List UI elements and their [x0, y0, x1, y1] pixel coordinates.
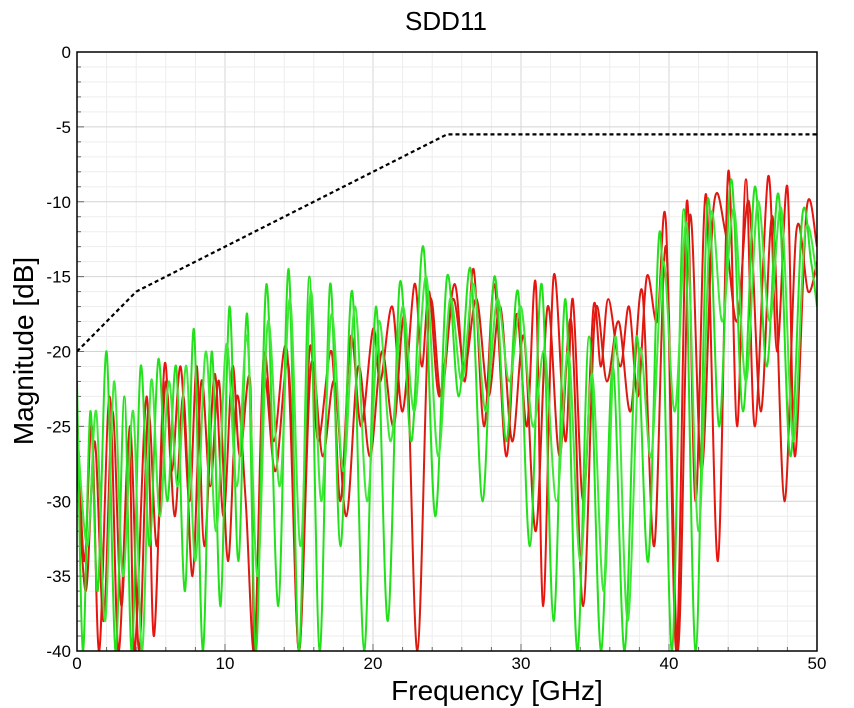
y-tick-label: 0	[62, 43, 71, 62]
y-tick-label: -20	[46, 343, 71, 362]
chart-title: SDD11	[405, 6, 487, 36]
plot-frame	[76, 51, 818, 652]
y-tick-label: -5	[56, 118, 71, 137]
y-tick-label: -30	[46, 492, 71, 511]
y-tick-label: -10	[46, 193, 71, 212]
mask-limit-line	[77, 133, 817, 353]
y-tick-label: -15	[46, 268, 71, 287]
tick-labels: 0 10 20 30 40 50 0 -5 -10 -15 -20 -25 -30 -35 -40	[46, 43, 826, 673]
x-tick-label: 50	[808, 654, 827, 673]
x-tick-label: 10	[216, 654, 235, 673]
y-axis-label: Magnitude [dB]	[8, 257, 39, 445]
series-line-1	[77, 169, 817, 651]
x-tick-label: 30	[512, 654, 531, 673]
x-tick-label: 40	[660, 654, 679, 673]
x-tick-label: 0	[72, 654, 81, 673]
series-group	[77, 133, 817, 651]
y-tick-label: -40	[46, 642, 71, 661]
series-line-4	[77, 200, 817, 651]
y-tick-label: -25	[46, 417, 71, 436]
y-tick-label: -35	[46, 567, 71, 586]
x-tick-label: 20	[364, 654, 383, 673]
x-axis-label: Frequency [GHz]	[391, 675, 603, 706]
